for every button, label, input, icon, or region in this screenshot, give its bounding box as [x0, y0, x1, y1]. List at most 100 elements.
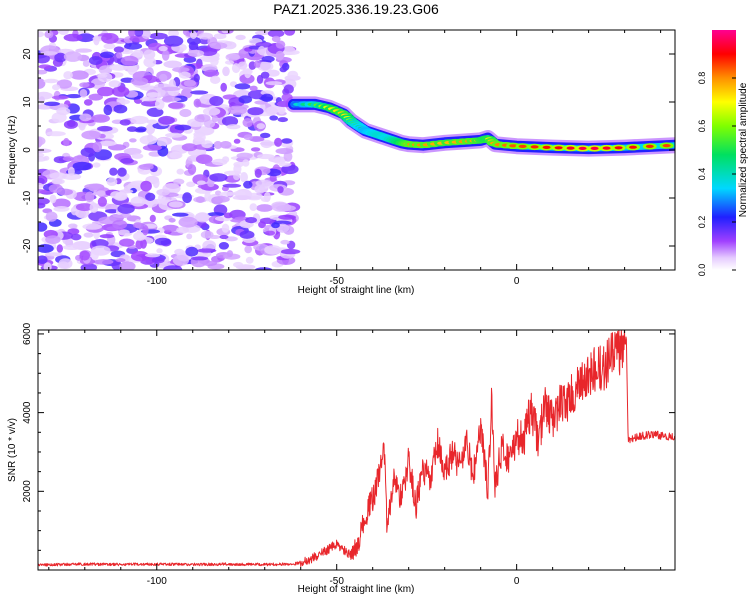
noise-blob: [128, 30, 136, 38]
noise-blob: [44, 30, 54, 39]
noise-blob: [96, 190, 106, 197]
colorbar-tick-label: 0.2: [697, 216, 707, 229]
noise-blob: [146, 107, 164, 118]
noise-blob: [63, 71, 73, 80]
noise-blob: [209, 42, 228, 50]
y-tick-label: -20: [22, 238, 33, 253]
noise-blob: [38, 78, 46, 89]
noise-blob: [209, 173, 228, 182]
noise-blob: [158, 45, 168, 52]
noise-blob: [225, 53, 240, 61]
noise-blob: [46, 131, 66, 137]
ridge-peak: [645, 144, 654, 148]
noise-blob: [185, 246, 199, 257]
noise-blob: [143, 49, 156, 60]
noise-blob: [115, 258, 126, 263]
colorbar: 0.0 0.2 0.4 0.6 0.8 Normalized spectral ampl…: [697, 30, 749, 276]
ridge-peak: [602, 146, 611, 150]
noise-blob: [129, 138, 137, 143]
noise-blob: [249, 203, 258, 212]
noise-blob: [202, 240, 217, 252]
noise-blob: [120, 158, 134, 164]
noise-blob: [91, 239, 109, 248]
noise-blob: [253, 60, 262, 68]
noise-blob: [269, 115, 279, 121]
noise-blob: [226, 250, 233, 258]
noise-blob: [179, 71, 191, 79]
noise-blob: [254, 30, 271, 36]
noise-blob: [38, 64, 52, 69]
noise-blob: [267, 30, 285, 38]
ridge-peak: [530, 145, 539, 149]
noise-blob: [92, 141, 103, 153]
snr-panel: -100 -50 0 2000 4000 6000 Height of straight …: [7, 322, 676, 595]
noise-blob: [52, 84, 61, 91]
noise-blob: [38, 148, 52, 154]
y-tick-label: 0: [22, 147, 33, 153]
noise-blob: [256, 204, 273, 212]
noise-blob: [236, 152, 253, 159]
noise-blob: [89, 202, 99, 213]
noise-blob: [163, 60, 182, 69]
noise-blob: [63, 120, 78, 129]
noise-blob: [130, 196, 146, 207]
noise-blob: [264, 107, 278, 115]
noise-blob: [260, 196, 270, 202]
noise-blob: [174, 248, 185, 256]
noise-blob: [62, 156, 74, 162]
noise-blob: [43, 78, 59, 84]
noise-blob: [288, 210, 298, 216]
noise-blob: [146, 119, 158, 125]
noise-blob: [222, 183, 242, 188]
noise-blob: [88, 93, 104, 101]
noise-blob: [176, 226, 190, 234]
noise-blob: [260, 71, 270, 79]
noise-blob: [168, 30, 179, 38]
noise-blob: [131, 153, 144, 159]
noise-blob: [219, 191, 236, 196]
noise-blob: [66, 94, 82, 99]
noise-blob: [260, 93, 274, 103]
noise-blob: [221, 116, 239, 127]
noise-blob: [161, 50, 170, 61]
noise-blob: [141, 30, 151, 40]
noise-blob: [207, 212, 225, 217]
noise-blob: [190, 30, 197, 39]
colorbar-ticks: 0.0 0.2 0.4 0.6 0.8: [697, 72, 736, 276]
noise-blob: [183, 56, 197, 63]
noise-blob: [98, 65, 113, 75]
noise-blob: [255, 179, 273, 187]
noise-blob: [277, 106, 286, 115]
noise-blob: [56, 244, 63, 253]
noise-blob: [94, 149, 112, 161]
y-tick-label: 20: [22, 48, 33, 60]
noise-blob: [275, 50, 285, 61]
noise-blob: [213, 141, 223, 149]
noise-blob: [58, 258, 73, 269]
noise-blob: [135, 239, 143, 250]
noise-blob: [250, 147, 261, 152]
noise-blob: [202, 107, 221, 116]
noise-blob: [98, 216, 118, 225]
noise-blob: [93, 35, 100, 46]
ridge-peak: [578, 146, 587, 150]
noise-blob: [75, 48, 92, 53]
noise-blob: [181, 88, 193, 99]
noise-blob: [119, 238, 135, 247]
noise-blob: [79, 250, 90, 261]
noise-blob: [209, 96, 224, 106]
noise-blob: [117, 167, 127, 177]
noise-blob: [161, 86, 181, 92]
ridge-peak: [554, 146, 563, 150]
noise-blob: [38, 222, 48, 232]
noise-blob: [256, 123, 266, 130]
noise-blob: [90, 249, 99, 261]
noise-blob: [111, 260, 122, 270]
noise-blob: [173, 178, 185, 185]
noise-blob: [38, 96, 45, 104]
noise-blob: [100, 51, 115, 59]
noise-blob: [163, 265, 183, 270]
noise-blob: [280, 239, 290, 245]
